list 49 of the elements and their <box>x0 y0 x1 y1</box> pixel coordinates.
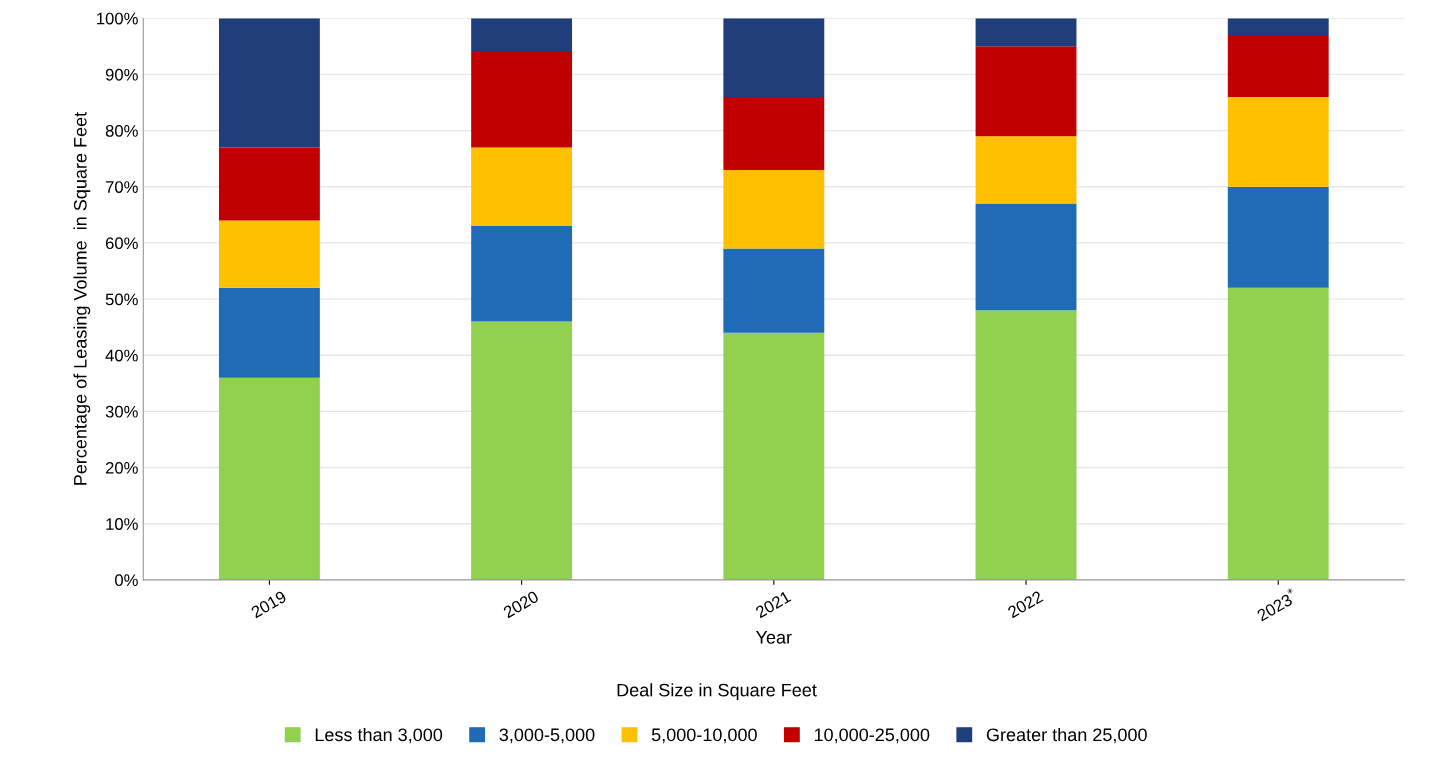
y-tick-label: 60% <box>105 237 138 250</box>
y-tick-label: 20% <box>105 461 138 474</box>
x-tick-label: 2020 <box>502 590 540 619</box>
bar <box>218 147 320 221</box>
bar <box>975 203 1077 311</box>
bar <box>471 321 573 580</box>
bar <box>1227 35 1329 97</box>
legend-label: Less than 3,000 <box>315 727 443 744</box>
bar <box>975 310 1077 580</box>
legend-label: 10,000-25,000 <box>814 728 930 744</box>
bar <box>975 18 1077 47</box>
x-tick-label: 2023$^{*}$ <box>1254 587 1299 622</box>
x-axis-title: Year <box>755 631 792 644</box>
y-tick-label: 0% <box>115 574 138 587</box>
legend-title: Deal Size in Square Feet <box>617 683 817 701</box>
bar <box>471 226 573 322</box>
legend-label: Greater than 25,000 <box>986 727 1147 744</box>
y-tick-label: 40% <box>105 349 138 362</box>
y-tick-label: 100% <box>97 12 138 25</box>
legend-label: 5,000-10,000 <box>651 728 757 744</box>
bar <box>723 96 825 170</box>
bar <box>975 136 1077 204</box>
bar <box>218 287 320 378</box>
y-tick-label: 10% <box>106 518 138 530</box>
bar <box>1227 18 1329 36</box>
y-tick-label: 30% <box>105 405 138 418</box>
bar <box>723 248 825 333</box>
legend-label: 3,000-5,000 <box>499 728 595 744</box>
bar <box>218 377 320 580</box>
bar <box>471 147 573 227</box>
bar <box>1227 186 1329 288</box>
x-tick-label: 2022 <box>1007 590 1044 619</box>
bar <box>218 18 320 148</box>
bar <box>723 169 825 249</box>
y-tick-label: 50% <box>105 293 138 306</box>
y-axis-title: Percentage of Leasing Volume in Square Feet <box>73 111 91 485</box>
x-tick-label: 2019 <box>250 590 288 619</box>
bar <box>218 220 320 288</box>
bar <box>723 332 825 580</box>
y-tick-label: 70% <box>105 181 138 193</box>
bar <box>471 18 573 52</box>
x-tick-label: 2021 <box>754 590 792 619</box>
bar <box>1227 96 1329 187</box>
y-tick-label: 80% <box>105 124 138 137</box>
bar <box>975 46 1077 137</box>
bar <box>723 18 825 97</box>
y-tick-label: 90% <box>105 68 138 81</box>
bar <box>1227 287 1329 580</box>
bar <box>471 51 573 148</box>
